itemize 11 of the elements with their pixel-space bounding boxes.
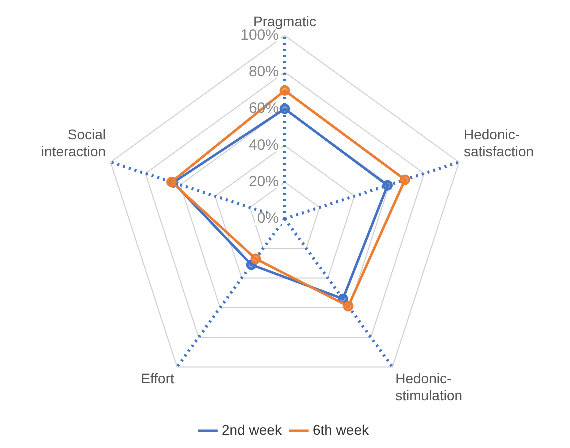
y-tick-label: 20% [248,174,279,190]
spoke-label: Hedonic-satisfaction [464,126,534,160]
spoke-label: Hedonic-stimulation [396,370,463,404]
spoke-label: Pragmatic [253,13,317,30]
legend-label: 2nd week [222,422,283,438]
y-tick-label: 0% [257,210,279,228]
y-tick-label: 80% [248,64,279,81]
y-tick-label: 40% [248,136,279,154]
spoke-label: Social interaction [41,126,106,160]
spoke-label: Effort [141,370,174,387]
legend-label: 6th week [312,422,370,438]
